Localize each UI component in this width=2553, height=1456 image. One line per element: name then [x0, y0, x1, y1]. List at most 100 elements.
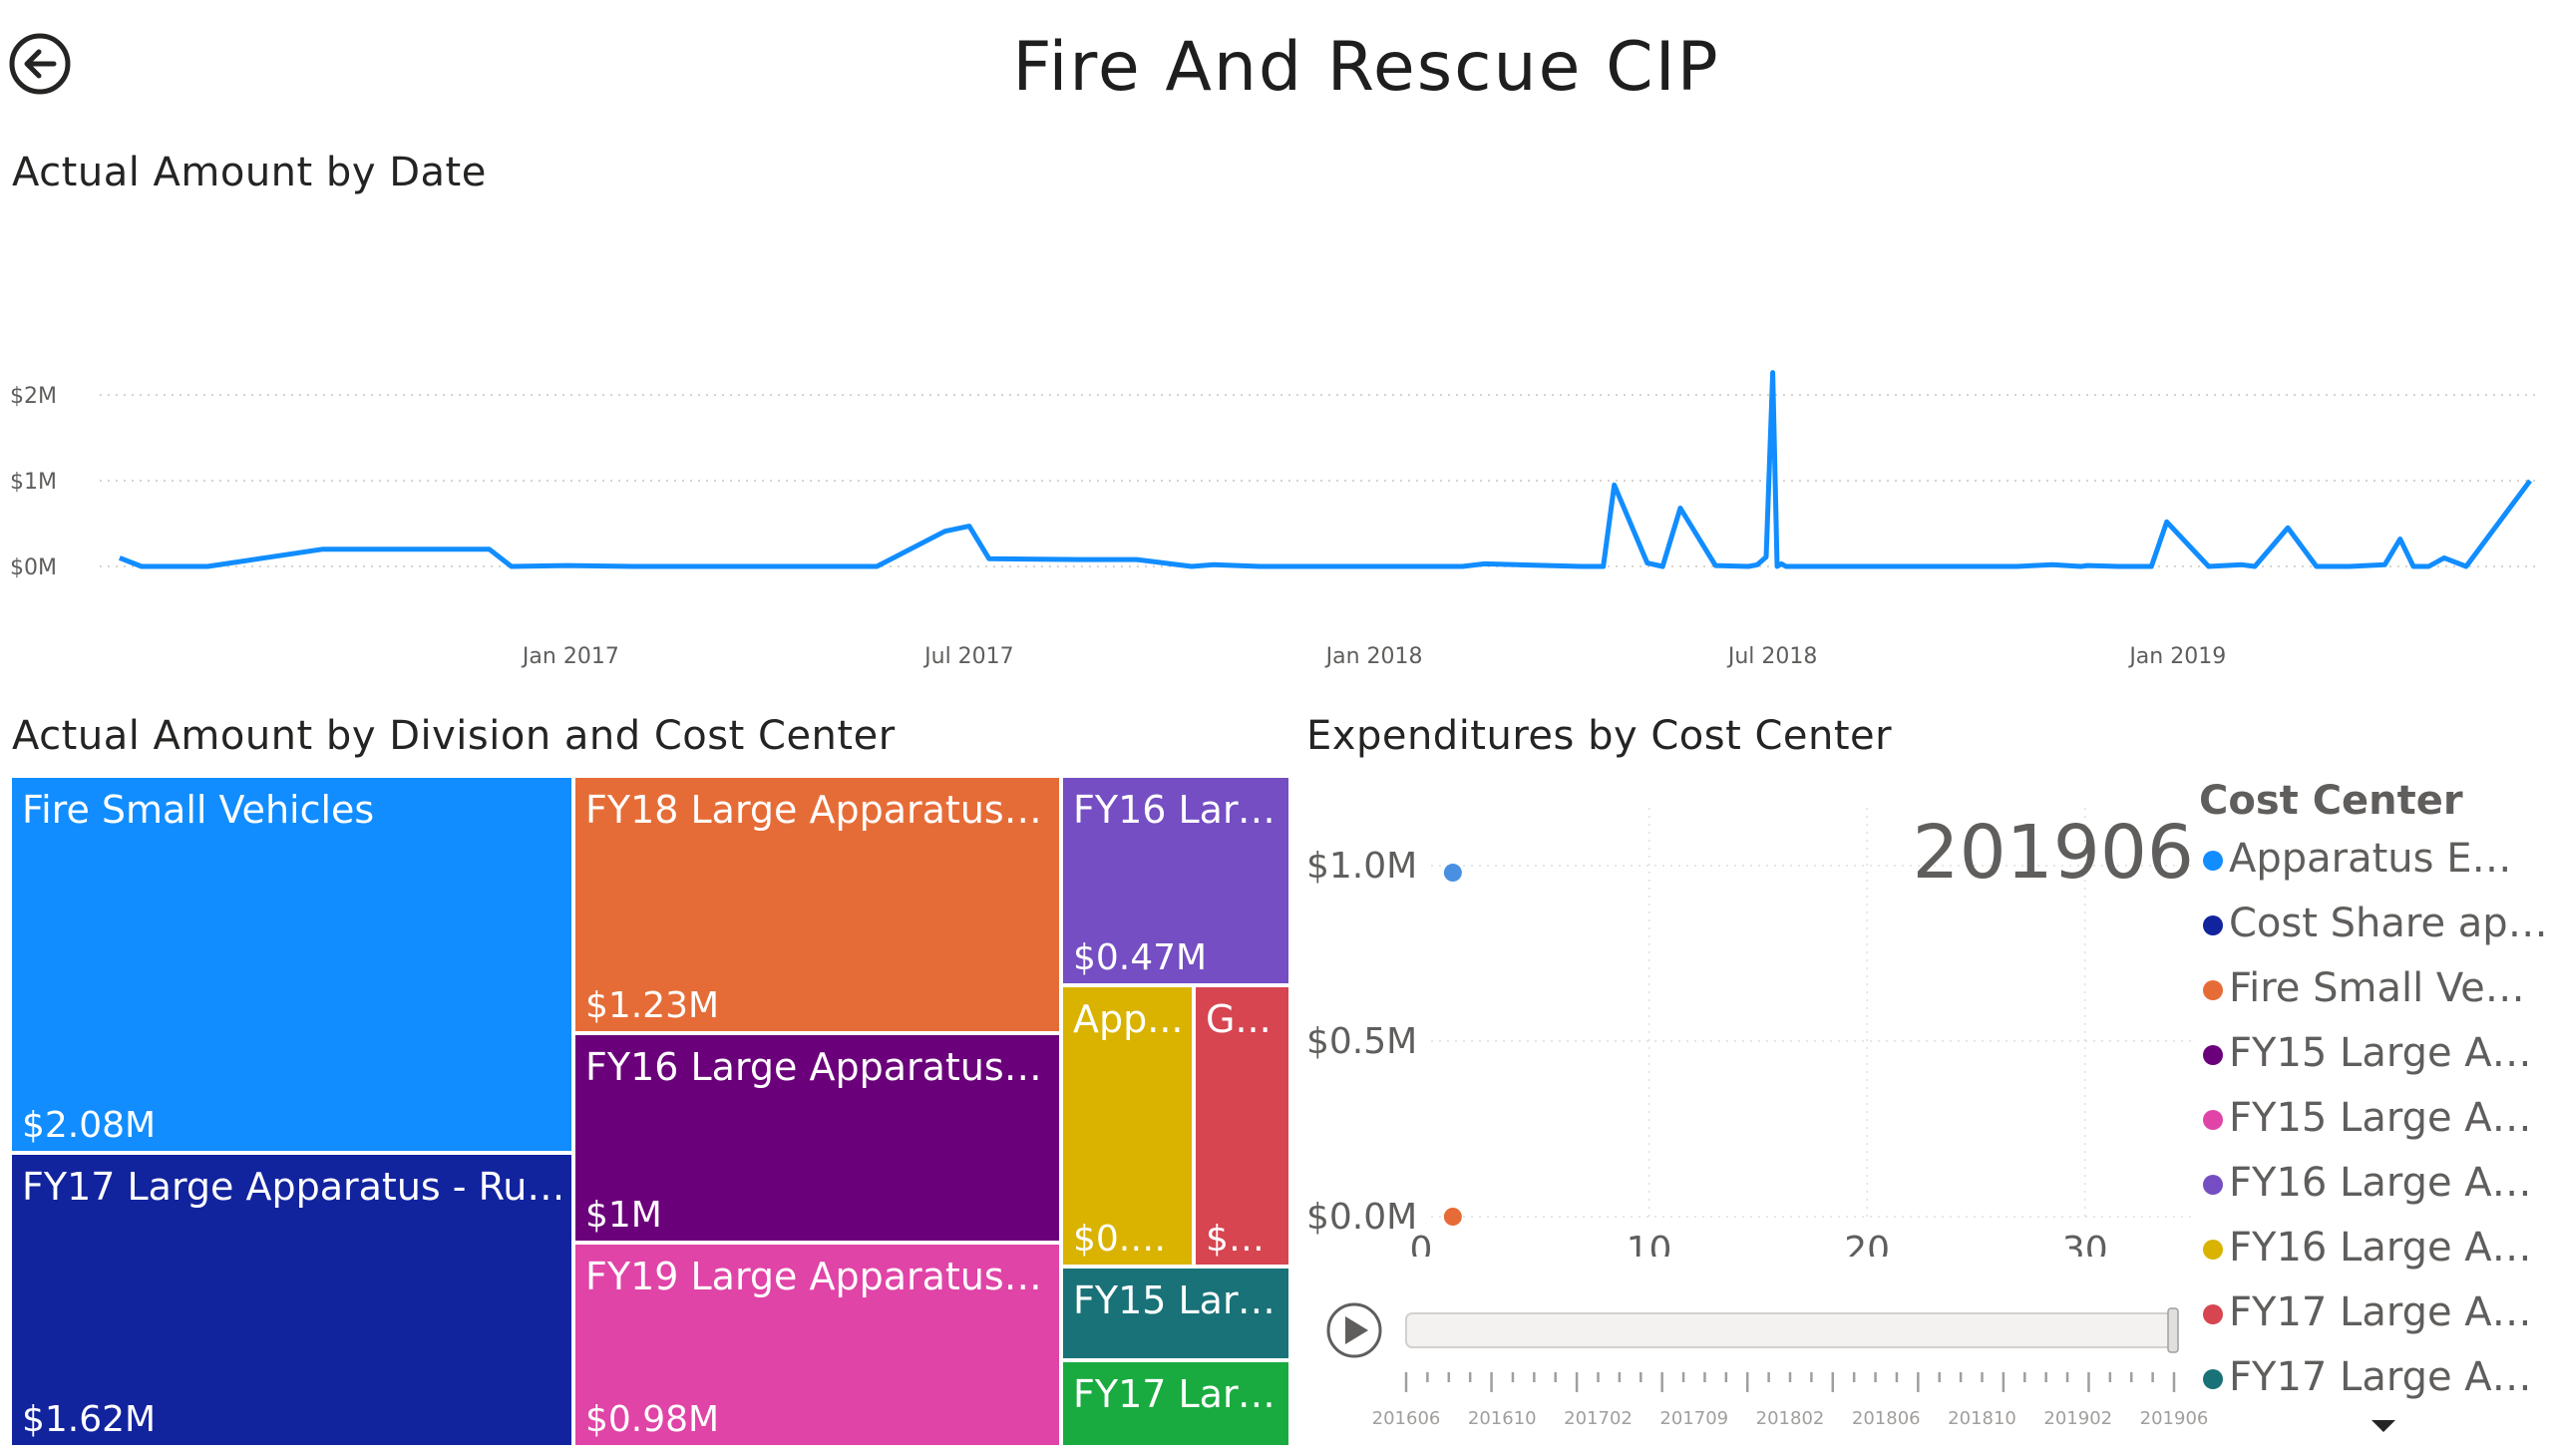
x-tick-label: Jan 2017	[521, 644, 619, 669]
legend-dot-icon	[2203, 1045, 2223, 1065]
legend: Cost Center Apparatus Emer... Cost Share …	[2199, 778, 2553, 1456]
play-slider-thumb[interactable]	[2167, 1307, 2179, 1353]
play-axis-label: 201810	[1948, 1408, 2016, 1429]
treemap-tile-label: G...	[1206, 997, 1272, 1041]
legend-dot-icon	[2203, 851, 2223, 871]
treemap-title: Actual Amount by Division and Cost Cente…	[12, 713, 896, 759]
legend-title: Cost Center	[2199, 778, 2463, 824]
x-tick-label: Jan 2019	[2127, 644, 2226, 669]
y-tick-label: $1.0M	[1306, 846, 1417, 887]
legend-item-label: FY15 Large Appa...	[2229, 1030, 2548, 1076]
treemap-tile[interactable]: FY18 Large Apparatus - ... $1.23M	[573, 776, 1061, 1033]
treemap-tile-value: $1.62M	[22, 1398, 157, 1440]
x-tick-label: 10	[1627, 1230, 1672, 1257]
treemap-tile-label: FY17 Larg...	[1073, 1372, 1282, 1416]
treemap-tile-label: FY15 Larg...	[1073, 1278, 1282, 1322]
legend-item[interactable]: Apparatus Emer...	[2199, 832, 2553, 897]
treemap-tile[interactable]: FY16 Larg... $0.47M	[1061, 776, 1290, 985]
legend-dot-icon	[2203, 1175, 2223, 1195]
legend-item[interactable]: FY17 Large Appa...	[2199, 1285, 2553, 1350]
treemap-tile-label: App...	[1073, 997, 1184, 1041]
treemap-tile[interactable]: FY19 Large Apparatus - ... $0.98M	[573, 1243, 1061, 1447]
treemap-tile-label: FY19 Large Apparatus - ...	[585, 1255, 1053, 1298]
legend-item-label: FY16 Large Appa...	[2229, 1160, 2548, 1206]
scatter-point[interactable]	[1443, 864, 1462, 883]
legend-item-label: FY17 Large Appa...	[2229, 1289, 2548, 1335]
line-chart-title: Actual Amount by Date	[12, 150, 487, 195]
legend-item-label: Apparatus Emer...	[2229, 836, 2548, 882]
play-axis-label: 201802	[1756, 1408, 1825, 1429]
treemap-tile-value: $0.47M	[1073, 936, 1208, 978]
y-tick-label: $1M	[10, 470, 57, 495]
play-axis-label: 201606	[1372, 1408, 1441, 1429]
x-tick-label: Jul 2017	[922, 644, 1014, 669]
treemap-tile-label: FY16 Larg...	[1073, 788, 1282, 832]
y-tick-label: $0M	[10, 555, 57, 580]
x-tick-label: 30	[2062, 1230, 2108, 1257]
x-tick-label: Jul 2018	[1726, 644, 1818, 669]
treemap-tile-value: $0.98M	[585, 1398, 720, 1440]
legend-dot-icon	[2203, 1304, 2223, 1324]
legend-dot-icon	[2203, 915, 2223, 935]
play-axis-label: 201702	[1564, 1408, 1633, 1429]
legend-item-label: FY16 Large Appa...	[2229, 1225, 2548, 1271]
y-tick-label: $0.0M	[1306, 1197, 1417, 1238]
play-frame-label: 201906	[1913, 810, 2195, 896]
x-tick-label: Jan 2018	[1324, 644, 1423, 669]
treemap-tile[interactable]: FY17 Large Apparatus - Rural $1.62M	[10, 1153, 573, 1447]
legend-item[interactable]: FY17 Large Appa...	[2199, 1350, 2553, 1415]
play-axis-label: 201709	[1659, 1408, 1728, 1429]
legend-item-label: Cost Share appa...	[2229, 901, 2548, 946]
treemap-tile[interactable]: FY16 Large Apparatus - ... $1M	[573, 1033, 1061, 1243]
legend-item[interactable]: FY16 Large Appa...	[2199, 1156, 2553, 1221]
back-arrow-icon	[9, 33, 71, 95]
treemap-tile-label: FY18 Large Apparatus - ...	[585, 788, 1053, 832]
play-icon	[1345, 1316, 1368, 1344]
y-tick-label: $2M	[10, 384, 57, 409]
scatter-point[interactable]	[1443, 1208, 1462, 1226]
legend-dot-icon	[2203, 1110, 2223, 1130]
legend-item[interactable]: Fire Small Vehicles	[2199, 961, 2553, 1026]
play-axis-label: 201806	[1852, 1408, 1921, 1429]
treemap-tile-label: FY17 Large Apparatus - Rural	[22, 1165, 565, 1209]
legend-item[interactable]: FY15 Large Appa...	[2199, 1091, 2553, 1156]
treemap-tile-value: $0.3...	[1073, 1218, 1186, 1260]
scatter-title: Expenditures by Cost Center	[1306, 713, 1893, 759]
legend-item-label: FY17 Large Appa...	[2229, 1354, 2548, 1400]
legend-item[interactable]: FY15 Large Appa...	[2199, 1026, 2553, 1091]
legend-item[interactable]: FY16 Large Appa...	[2199, 1221, 2553, 1285]
line-series[interactable]	[118, 370, 2533, 569]
play-axis-label: 201902	[2043, 1408, 2112, 1429]
treemap-tile-value: $0....	[1206, 1218, 1282, 1260]
play-axis[interactable]: 201606 201610 201702 201709 201802 201806 2018…	[1314, 1286, 2212, 1446]
treemap-tile[interactable]: FY17 Larg...	[1061, 1360, 1290, 1447]
x-tick-label: 20	[1844, 1230, 1890, 1257]
treemap-tile[interactable]: App... $0.3...	[1061, 985, 1194, 1267]
chevron-down-icon[interactable]	[2371, 1420, 2395, 1432]
treemap-tile[interactable]: Fire Small Vehicles $2.08M	[10, 776, 573, 1153]
play-axis-label: 201610	[1468, 1408, 1537, 1429]
treemap-tile-value: $1.23M	[585, 984, 720, 1026]
x-tick-label: 0	[1410, 1230, 1433, 1257]
legend-item[interactable]: Cost Share appa...	[2199, 897, 2553, 961]
treemap-tile[interactable]: G... $0....	[1194, 985, 1290, 1267]
treemap-tile[interactable]: FY15 Larg...	[1061, 1267, 1290, 1360]
play-button[interactable]	[1326, 1302, 1382, 1358]
legend-item-label: Fire Small Vehicles	[2229, 965, 2548, 1011]
scatter-chart[interactable]: $0.0M $0.5M $1.0M 0 10 20 30 201906	[1296, 778, 2204, 1257]
page-title: Fire And Rescue CIP	[1012, 28, 1720, 107]
legend-dot-icon	[2203, 1240, 2223, 1260]
legend-dot-icon	[2203, 1369, 2223, 1389]
treemap-tile-value: $2.08M	[22, 1104, 157, 1146]
treemap-tile-label: FY16 Large Apparatus - ...	[585, 1045, 1053, 1089]
line-chart[interactable]: $0M $1M $2M Jan 2017 Jul 2017 Jan 2018 Jul 201…	[0, 249, 2553, 678]
legend-item-label: FY15 Large Appa...	[2229, 1095, 2548, 1141]
treemap[interactable]: Fire Small Vehicles $2.08M FY17 Large Appa…	[10, 776, 1290, 1447]
y-tick-label: $0.5M	[1306, 1021, 1417, 1062]
back-button[interactable]	[8, 32, 72, 96]
treemap-tile-label: Fire Small Vehicles	[22, 788, 375, 832]
legend-dot-icon	[2203, 980, 2223, 1000]
play-slider-track[interactable]	[1405, 1312, 2175, 1348]
play-axis-label: 201906	[2140, 1408, 2209, 1429]
treemap-tile-value: $1M	[585, 1194, 662, 1236]
